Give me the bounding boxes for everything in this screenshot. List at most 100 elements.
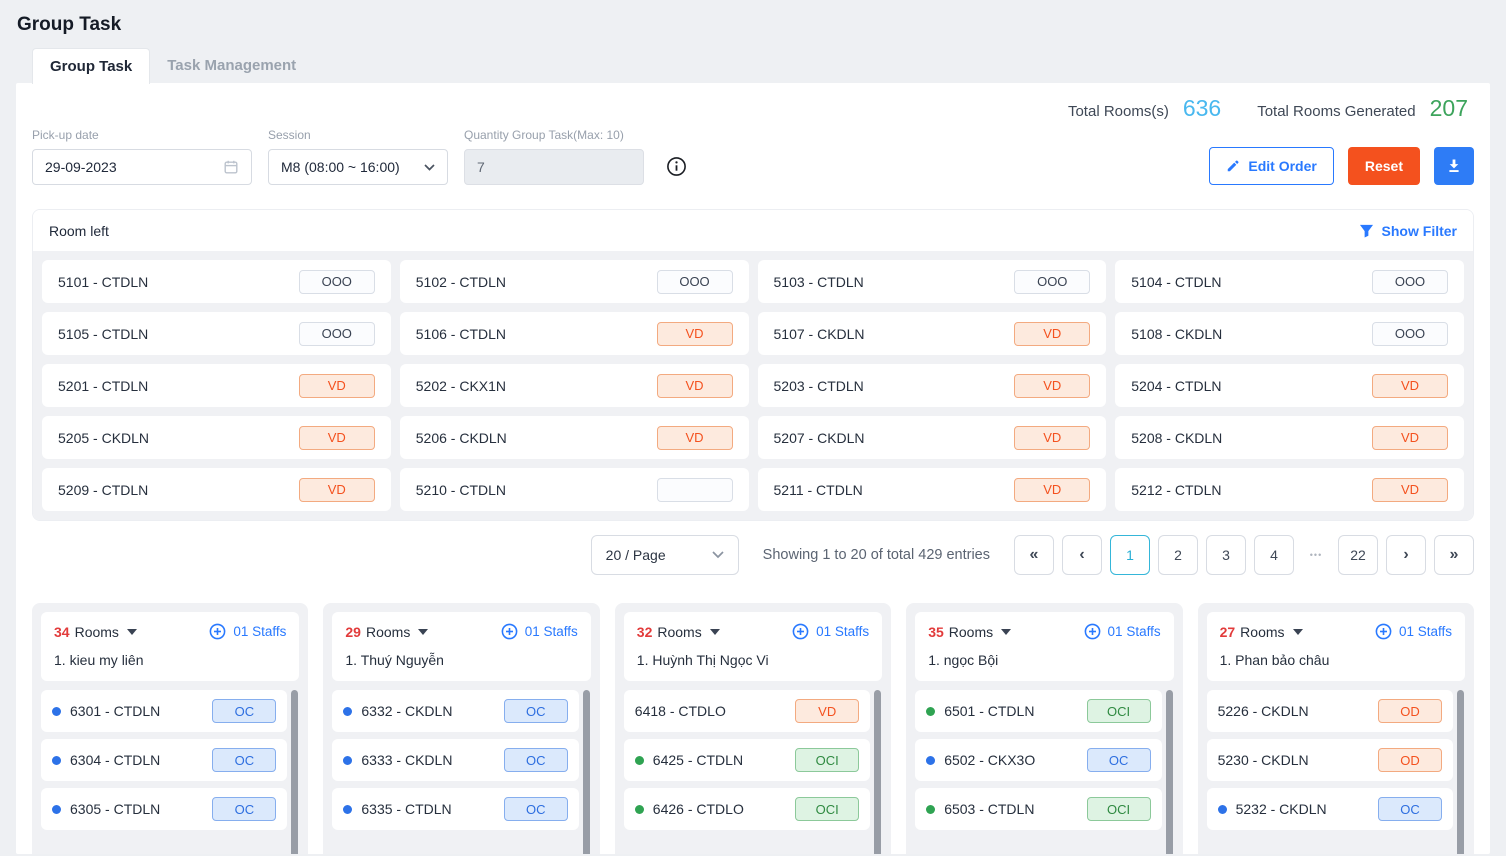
room-status-badge[interactable]: VD [1014, 477, 1091, 502]
room-status-badge[interactable]: OOO [1372, 269, 1448, 294]
pager-button[interactable]: ••• [1302, 535, 1330, 575]
room-status-badge[interactable]: VD [656, 425, 733, 450]
pickup-date-value: 29-09-2023 [45, 159, 117, 175]
pager-button[interactable]: » [1434, 535, 1474, 575]
room-card: 5205 - CKDLN VD [42, 416, 391, 459]
room-left-section: Room left Show Filter 5101 - CTDLN OOO 5… [32, 209, 1474, 521]
room-status-badge[interactable]: VD [1014, 373, 1091, 398]
rooms-count-dropdown[interactable]: 32 Rooms [637, 624, 720, 640]
calendar-icon[interactable] [223, 159, 239, 175]
download-button[interactable] [1434, 147, 1474, 185]
room-status-badge[interactable]: OC [503, 797, 568, 821]
scrollbar-thumb[interactable] [582, 690, 590, 854]
session-select[interactable]: M8 (08:00 ~ 16:00) [268, 149, 448, 185]
room-status-badge[interactable]: VD [298, 477, 375, 502]
room-status-badge[interactable]: OC [1086, 748, 1151, 772]
tab-task-management[interactable]: Task Management [167, 57, 297, 74]
staff-column-5: 27 Rooms 01 Staffs 1. Phan bảo châu 5226 [1197, 603, 1474, 854]
pager-button[interactable]: ‹ [1062, 535, 1102, 575]
scrollbar-thumb[interactable] [874, 690, 882, 854]
room-label: 5102 - CTDLN [415, 273, 507, 290]
room-status-badge[interactable]: OCI [795, 748, 860, 772]
room-status-badge[interactable]: OC [212, 748, 277, 772]
room-label: 6301 - CTDLN [70, 703, 161, 719]
room-status-badge[interactable]: VD [1372, 425, 1448, 450]
room-status-badge[interactable]: OC [212, 797, 277, 821]
room-status-badge[interactable]: VD [795, 699, 860, 723]
room-status-badge[interactable]: VD [656, 373, 733, 398]
quantity-value: 7 [477, 159, 485, 175]
rooms-count-dropdown[interactable]: 29 Rooms [345, 624, 429, 640]
pager-button[interactable]: « [1014, 535, 1054, 575]
scrollbar-thumb[interactable] [1165, 690, 1173, 854]
tab-group-task[interactable]: Group Task [32, 48, 151, 84]
room-status-badge[interactable]: OC [212, 699, 277, 723]
pager-button[interactable]: 1 [1110, 535, 1150, 575]
room-status-badge[interactable]: VD [1014, 425, 1091, 450]
room-label: 6425 - CTDLN [652, 752, 744, 768]
caret-down-icon [418, 628, 429, 635]
pager-button[interactable]: 4 [1254, 535, 1294, 575]
add-staff-button[interactable]: 01 Staffs [501, 623, 578, 640]
rooms-count-label: Rooms [1240, 623, 1285, 640]
room-status-badge[interactable]: OCI [795, 797, 860, 821]
room-label: 5210 - CTDLN [415, 481, 507, 498]
room-status-badge[interactable]: VD [1014, 321, 1091, 346]
pager-button[interactable]: 2 [1158, 535, 1198, 575]
room-status-badge[interactable]: OC [503, 699, 568, 723]
room-status-badge[interactable]: VD [656, 321, 733, 346]
pager-button[interactable]: 22 [1338, 535, 1378, 575]
room-status-badge[interactable]: OOO [1014, 269, 1091, 294]
add-staff-button[interactable]: 01 Staffs [1084, 623, 1161, 640]
tab-bar: Group Task Task Management [32, 48, 1506, 84]
room-status-badge[interactable]: VD [298, 373, 375, 398]
add-staff-button[interactable]: 01 Staffs [792, 623, 869, 640]
rooms-count-dropdown[interactable]: 35 Rooms [928, 624, 1012, 640]
pager-button[interactable]: › [1386, 535, 1426, 575]
room-card: 5208 - CKDLN VD [1115, 416, 1464, 459]
room-status-badge[interactable]: OOO [298, 321, 375, 346]
page-size-select[interactable]: 20 / Page [590, 535, 739, 575]
staff-room-row: 5226 - CKDLN OD [1206, 690, 1453, 732]
rooms-count-dropdown[interactable]: 27 Rooms [1220, 624, 1303, 640]
total-rooms-label: Total Rooms(s) [1067, 103, 1169, 120]
room-card: 5202 - CKX1N VD [399, 364, 749, 407]
room-status-badge[interactable]: OD [1377, 748, 1442, 772]
edit-order-label: Edit Order [1248, 158, 1317, 174]
add-staff-button[interactable]: 01 Staffs [1375, 623, 1452, 640]
scrollbar-thumb[interactable] [291, 690, 299, 854]
room-status-badge[interactable]: OD [1377, 699, 1442, 723]
add-staff-button[interactable]: 01 Staffs [209, 623, 286, 640]
staff-column-header: 35 Rooms 01 Staffs 1. ngọc Bội [915, 612, 1174, 681]
room-card: 5102 - CTDLN OOO [399, 260, 749, 303]
page-size-value: 20 / Page [605, 547, 666, 563]
caret-down-icon [709, 628, 720, 635]
show-filter-button[interactable]: Show Filter [1359, 223, 1457, 239]
room-status-badge[interactable] [656, 477, 733, 502]
staff-name: 1. ngọc Bội [928, 652, 999, 668]
room-status-badge[interactable]: VD [1372, 477, 1448, 502]
room-status-badge[interactable]: OC [1377, 797, 1442, 821]
room-status-badge[interactable]: VD [298, 425, 375, 450]
room-card: 5209 - CTDLN VD [42, 468, 391, 511]
room-status-badge[interactable]: OCI [1086, 699, 1151, 723]
room-status-badge[interactable]: OCI [1086, 797, 1151, 821]
scrollbar-thumb[interactable] [1456, 690, 1464, 854]
edit-order-button[interactable]: Edit Order [1209, 147, 1334, 185]
room-card: 5206 - CKDLN VD [399, 416, 749, 459]
rooms-count-dropdown[interactable]: 34 Rooms [54, 624, 137, 640]
reset-button[interactable]: Reset [1347, 147, 1420, 185]
staff-room-row: 6304 - CTDLN OC [41, 739, 288, 781]
show-filter-label: Show Filter [1381, 222, 1457, 239]
pager-button[interactable]: 3 [1206, 535, 1246, 575]
room-status-badge[interactable]: OOO [656, 269, 733, 294]
room-status-badge[interactable]: OC [503, 748, 568, 772]
status-dot [52, 755, 61, 765]
staffs-label: 01 Staffs [1107, 624, 1161, 639]
pickup-date-input[interactable]: 29-09-2023 [32, 149, 252, 185]
pickup-date-label: Pick-up date [32, 128, 99, 142]
room-status-badge[interactable]: OOO [298, 269, 375, 294]
info-icon[interactable] [666, 156, 687, 177]
room-status-badge[interactable]: VD [1372, 373, 1448, 398]
room-status-badge[interactable]: OOO [1372, 321, 1448, 346]
